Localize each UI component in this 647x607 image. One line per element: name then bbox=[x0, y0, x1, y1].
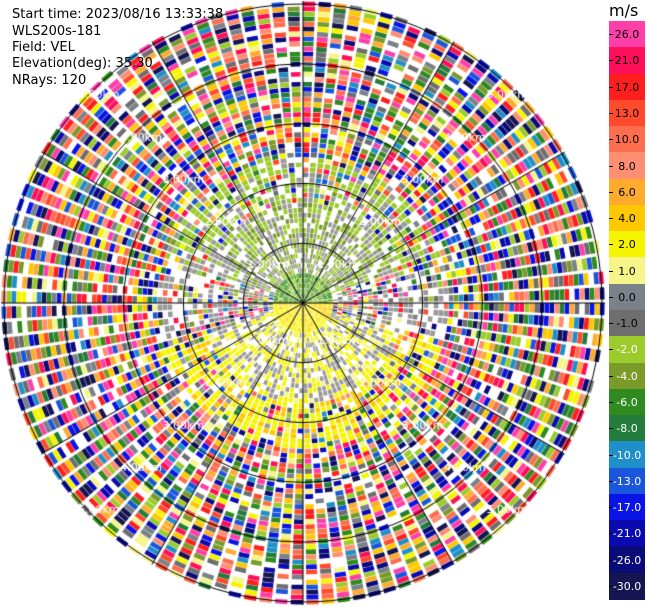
colorbar-swatch bbox=[609, 73, 645, 101]
colorbar-tick-label: 0.0 bbox=[618, 290, 636, 304]
colorbar-unit-label: m/s bbox=[609, 1, 639, 20]
colorbar-swatch bbox=[609, 152, 645, 180]
colorbar-tick bbox=[609, 349, 613, 351]
colorbar-tick-label: 26.0 bbox=[614, 28, 640, 42]
colorbar-swatch bbox=[609, 178, 645, 206]
colorbar-tick-label: -13.0 bbox=[612, 474, 642, 488]
colorbar-swatch bbox=[609, 336, 645, 364]
colorbar-swatch bbox=[609, 257, 645, 285]
nrays-text: NRays: 120 bbox=[12, 73, 87, 88]
colorbar-tick-label: -1.0 bbox=[616, 317, 638, 331]
colorbar-tick bbox=[609, 191, 613, 193]
colorbar-tick-label: 17.0 bbox=[614, 80, 640, 94]
ppi-velocity-plot bbox=[0, 0, 607, 607]
colorbar-swatch bbox=[609, 310, 645, 337]
instrument-id-text: WLS200s-181 bbox=[12, 24, 102, 39]
elevation-text: Elevation(deg): 35.30 bbox=[12, 56, 153, 71]
colorbar-tick-label: -17.0 bbox=[612, 501, 642, 515]
colorbar-swatch bbox=[609, 493, 645, 521]
colorbar-swatch bbox=[609, 362, 645, 390]
colorbar-tick-label: 13.0 bbox=[614, 106, 640, 120]
colorbar-swatch bbox=[609, 388, 645, 416]
colorbar-tick-label: -21.0 bbox=[612, 527, 642, 541]
colorbar-tick-label: -30.0 bbox=[612, 579, 642, 593]
colorbar-tick-label: -26.0 bbox=[612, 553, 642, 567]
colorbar-swatch bbox=[609, 441, 645, 469]
colorbar-tick-label: -8.0 bbox=[616, 422, 638, 436]
colorbar-tick-label: 6.0 bbox=[618, 185, 636, 199]
colorbar-tick-label: -6.0 bbox=[616, 395, 638, 409]
colorbar-tick bbox=[609, 480, 613, 482]
colorbar-tick bbox=[609, 585, 613, 587]
colorbar-tick bbox=[609, 296, 613, 298]
colorbar-swatch bbox=[609, 231, 645, 259]
colorbar-tick bbox=[609, 112, 613, 114]
colorbar-swatch bbox=[609, 204, 645, 232]
colorbar-tick bbox=[609, 323, 613, 325]
colorbar-tick bbox=[609, 86, 613, 88]
colorbar-tick bbox=[609, 401, 613, 403]
colorbar-tick bbox=[609, 533, 613, 535]
colorbar-tick-label: -10.0 bbox=[612, 448, 642, 462]
colorbar-tick bbox=[609, 244, 613, 246]
colorbar-tick-label: 21.0 bbox=[614, 54, 640, 68]
field-text: Field: VEL bbox=[12, 40, 75, 55]
colorbar-swatch bbox=[609, 126, 645, 153]
colorbar-swatch bbox=[609, 99, 645, 127]
colorbar-tick-label: 1.0 bbox=[618, 264, 636, 278]
colorbar-tick bbox=[609, 165, 613, 167]
velocity-colorbar: 26.0 21.0 17.0 13.0 10.0 8.0 6.0 4.0 2.0 1.0 0.0 -1… bbox=[609, 21, 645, 600]
colorbar-tick bbox=[609, 428, 613, 430]
colorbar-tick bbox=[609, 60, 613, 62]
colorbar-swatch bbox=[609, 572, 645, 600]
colorbar-swatch bbox=[609, 283, 645, 311]
colorbar-tick-label: 8.0 bbox=[618, 159, 636, 173]
colorbar-tick bbox=[609, 139, 613, 141]
start-time-text: Start time: 2023/08/16 13:33:38 bbox=[12, 7, 224, 22]
colorbar-swatch bbox=[609, 415, 645, 442]
colorbar-tick bbox=[609, 218, 613, 220]
colorbar-tick bbox=[609, 34, 613, 36]
colorbar-tick bbox=[609, 507, 613, 509]
colorbar-tick bbox=[609, 559, 613, 561]
colorbar-tick bbox=[609, 270, 613, 272]
colorbar-tick-label: 2.0 bbox=[618, 238, 636, 252]
colorbar-swatch bbox=[609, 21, 645, 48]
colorbar-tick bbox=[609, 454, 613, 456]
colorbar-swatch bbox=[609, 520, 645, 548]
colorbar-tick-label: -2.0 bbox=[616, 343, 638, 357]
colorbar-tick-label: 10.0 bbox=[614, 133, 640, 147]
colorbar-swatch bbox=[609, 467, 645, 495]
colorbar-swatch bbox=[609, 47, 645, 75]
colorbar-tick bbox=[609, 375, 613, 377]
colorbar-tick-label: 4.0 bbox=[618, 212, 636, 226]
colorbar-swatch bbox=[609, 546, 645, 574]
colorbar-tick-label: -4.0 bbox=[616, 369, 638, 383]
